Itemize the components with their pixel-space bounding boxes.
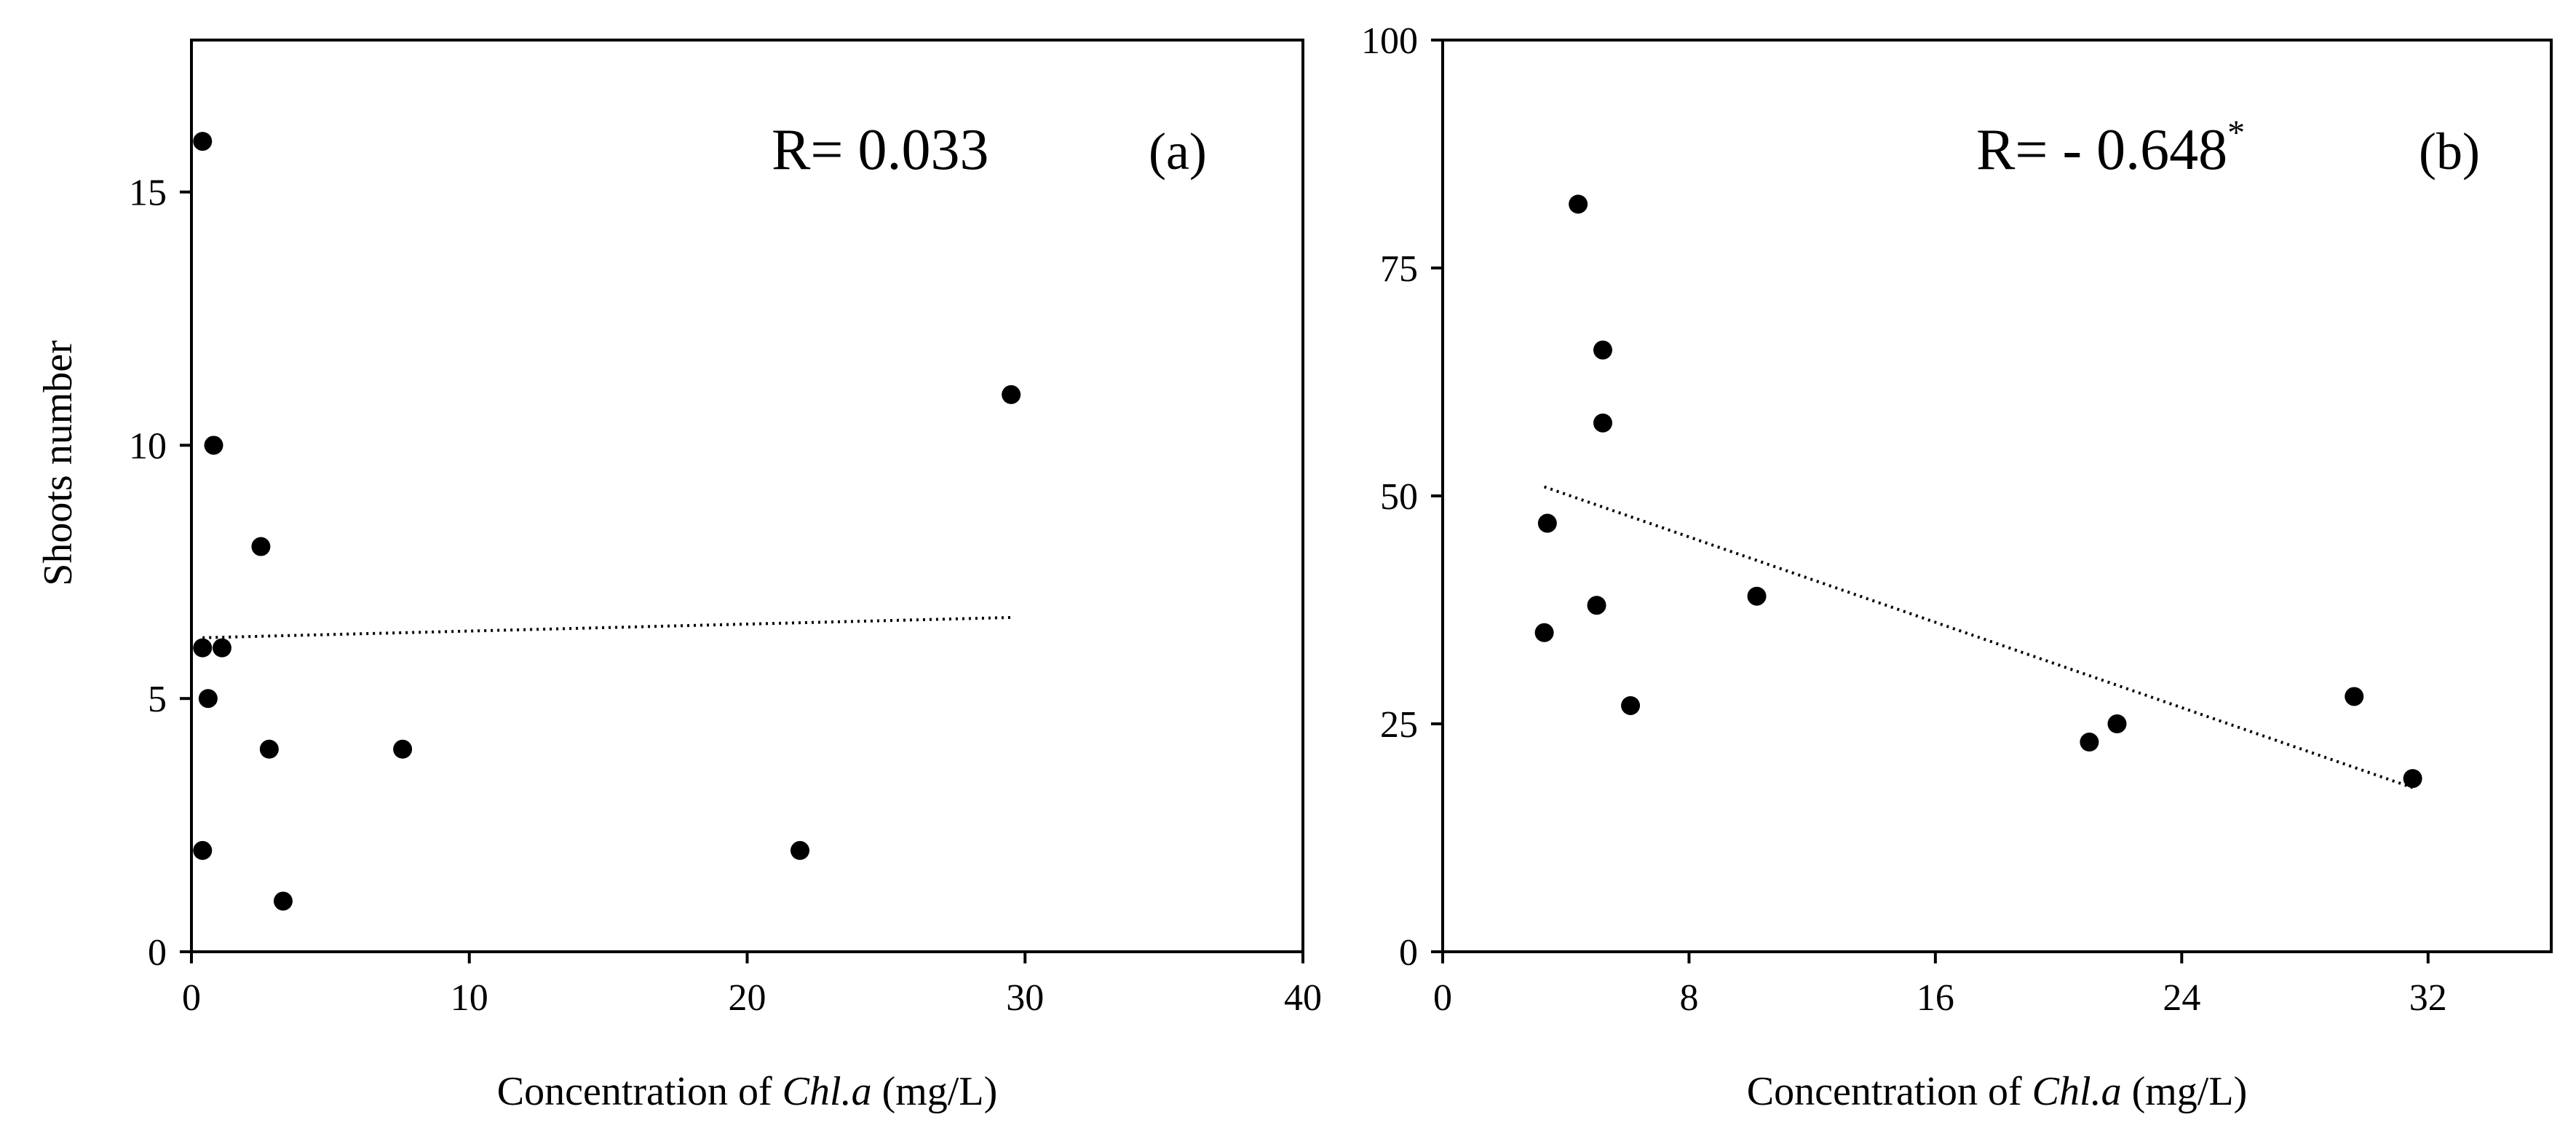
data-point (1621, 695, 1641, 715)
y-tick-label: 25 (1380, 704, 1418, 746)
plot-frame-a (190, 39, 1304, 953)
x-tick-label: 8 (1679, 977, 1698, 1019)
r-annotation-a: R= 0.033 (772, 118, 988, 182)
data-point (393, 739, 413, 759)
y-ticks-b: 0 25 50 75 100 (1361, 20, 1443, 974)
x-axis-title-a-italic: Chl.a (782, 1069, 872, 1114)
y-tick-label: 15 (129, 173, 167, 214)
x-tick-label: 10 (451, 977, 488, 1019)
data-point (2403, 769, 2422, 789)
data-point (204, 435, 223, 455)
y-tick-label: 50 (1380, 476, 1418, 518)
data-point (1569, 194, 1588, 214)
x-tick-label: 40 (1284, 977, 1322, 1019)
r-value-a: 0.033 (857, 118, 988, 182)
trendline-a (202, 615, 1012, 639)
data-points-b (1534, 194, 2422, 789)
data-point (2080, 733, 2099, 752)
data-point (1747, 586, 1767, 606)
x-tick-label: 20 (729, 977, 766, 1019)
x-axis-title-a-before: Concentration of (497, 1069, 782, 1114)
data-point (212, 638, 231, 658)
x-tick-label: 0 (182, 977, 201, 1019)
r-prefix-b: R= - (1976, 118, 2096, 182)
panel-label-b: (b) (2419, 122, 2480, 181)
x-axis-title-a-after: (mg/L) (872, 1069, 998, 1114)
data-point (193, 638, 213, 658)
x-tick-label: 24 (2163, 977, 2200, 1019)
data-point (790, 840, 810, 860)
data-point (2345, 687, 2364, 706)
r-significance-mark-b: * (2227, 114, 2245, 152)
data-point (273, 891, 293, 911)
data-point (1587, 596, 1606, 615)
y-tick-label: 100 (1361, 20, 1418, 62)
data-point (1593, 413, 1612, 433)
data-point (193, 132, 213, 151)
data-point (1593, 340, 1612, 360)
panel-b: 0 25 50 75 100 0 8 16 24 32 R= - 0.648* (b) Conc… (1361, 20, 2553, 1114)
y-tick-label: 0 (148, 932, 167, 974)
x-axis-title-b: Concentration of Chl.a (mg/L) (1747, 1069, 2247, 1114)
y-axis-title-a: Shoots number (36, 340, 81, 586)
data-point (251, 537, 271, 556)
data-point (193, 840, 213, 860)
data-point (198, 689, 218, 709)
r-annotation-b: R= - 0.648* (1976, 114, 2245, 182)
r-value-b: 0.648 (2096, 118, 2227, 182)
data-point (1537, 513, 1557, 533)
x-ticks-a: 0 10 20 30 40 (182, 952, 1322, 1019)
r-prefix-a: R= (772, 118, 857, 182)
x-axis-title-b-after: (mg/L) (2122, 1069, 2248, 1114)
x-axis-title-b-before: Concentration of (1747, 1069, 2032, 1114)
data-point (259, 739, 279, 759)
y-tick-label: 5 (148, 679, 167, 720)
x-axis-title-b-italic: Chl.a (2032, 1069, 2122, 1114)
y-ticks-a: 0 5 10 15 (129, 173, 191, 974)
panel-a: 0 5 10 15 0 10 20 30 40 R= 0.033 (a) Concentrat… (36, 39, 1322, 1114)
x-axis-title-a: Concentration of Chl.a (mg/L) (497, 1069, 997, 1114)
trendline-b (1543, 485, 2414, 789)
y-tick-label: 0 (1399, 932, 1418, 974)
y-tick-label: 10 (129, 425, 167, 467)
x-tick-label: 0 (1433, 977, 1452, 1019)
panel-label-a: (a) (1149, 122, 1207, 181)
x-tick-label: 16 (1917, 977, 1954, 1019)
y-tick-label: 75 (1380, 248, 1418, 290)
x-ticks-b: 0 8 16 24 32 (1433, 952, 2447, 1019)
data-point (1534, 623, 1554, 642)
x-tick-label: 32 (2409, 977, 2447, 1019)
data-point (2107, 714, 2127, 733)
x-tick-label: 30 (1006, 977, 1044, 1019)
data-point (1002, 384, 1021, 404)
data-points-a (193, 132, 1021, 911)
